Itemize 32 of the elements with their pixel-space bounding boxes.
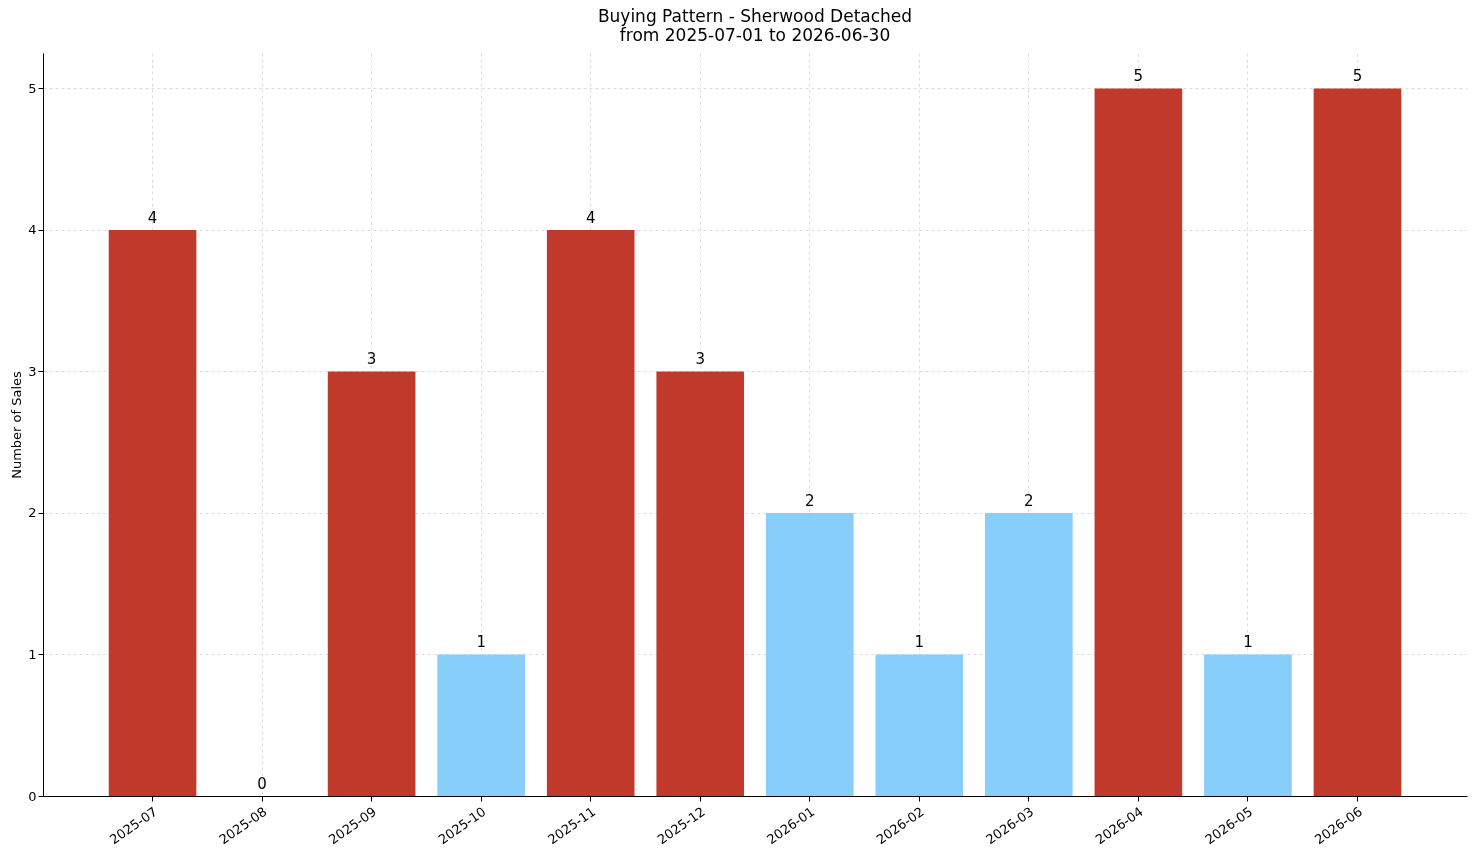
bar [327, 371, 416, 796]
bar [656, 371, 745, 796]
bar [108, 229, 197, 796]
y-tick-label: 5 [28, 80, 37, 96]
data-label: 4 [585, 208, 596, 227]
data-label: 4 [147, 208, 158, 227]
bar [765, 512, 854, 796]
chart-title: Buying Pattern - Sherwood Detached [597, 6, 913, 26]
data-label: 2 [1024, 491, 1034, 510]
y-tick-label: 2 [28, 505, 37, 521]
data-label: 2 [805, 491, 815, 510]
data-label: 1 [914, 633, 925, 652]
bar [437, 654, 525, 796]
data-label: 1 [1243, 633, 1253, 652]
bar [1094, 88, 1183, 796]
bar [985, 512, 1073, 796]
data-label: 3 [695, 350, 705, 369]
bar [546, 229, 635, 796]
bar [875, 654, 964, 796]
chart-subtitle: from 2025-07-01 to 2026-06-30 [619, 25, 891, 45]
y-axis-title: Number of Sales [9, 370, 25, 479]
y-tick-label: 0 [28, 788, 37, 804]
data-label: 3 [366, 350, 377, 369]
bar [1313, 88, 1402, 796]
data-label: 1 [476, 633, 486, 652]
data-label: 5 [1133, 67, 1144, 86]
y-tick-label: 3 [28, 363, 37, 379]
y-tick-label: 1 [28, 646, 37, 662]
data-label: 0 [257, 775, 267, 793]
data-label: 5 [1352, 67, 1363, 86]
bar [1204, 654, 1292, 796]
y-tick-label: 4 [28, 222, 37, 238]
